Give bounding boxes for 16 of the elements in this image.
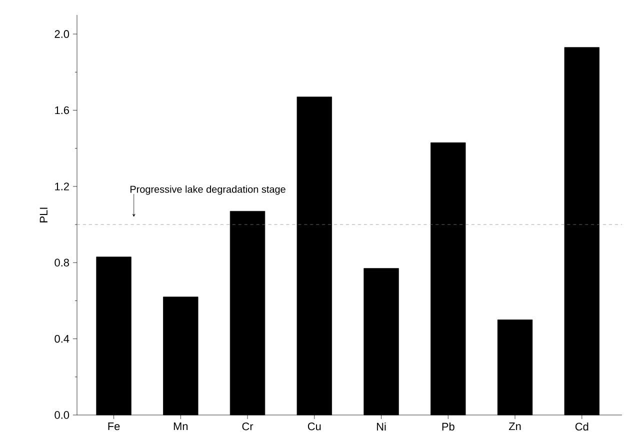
x-tick-label: Fe bbox=[108, 422, 120, 430]
ref-line-label: Progressive lake degradation stage bbox=[130, 185, 286, 195]
y-tick-label: 1.2 bbox=[55, 182, 69, 190]
x-tick-label: Mn bbox=[174, 422, 188, 430]
y-tick-label: 0.4 bbox=[54, 334, 70, 343]
x-tick-label: Cd bbox=[575, 422, 588, 431]
x-tick-label: Pb bbox=[442, 422, 454, 431]
y-tick-label: 0.0 bbox=[54, 411, 70, 419]
y-tick-label: 0.8 bbox=[54, 258, 70, 266]
x-tick-label: Zn bbox=[508, 422, 521, 430]
y-tick-label: 2.0 bbox=[54, 30, 70, 38]
y-tick-label: 1.6 bbox=[55, 106, 70, 114]
y-axis-title: PLI bbox=[40, 208, 48, 222]
x-tick-label: Cr bbox=[242, 422, 254, 430]
x-tick-label: Ni bbox=[377, 422, 386, 430]
x-tick-label: Cu bbox=[308, 422, 321, 430]
